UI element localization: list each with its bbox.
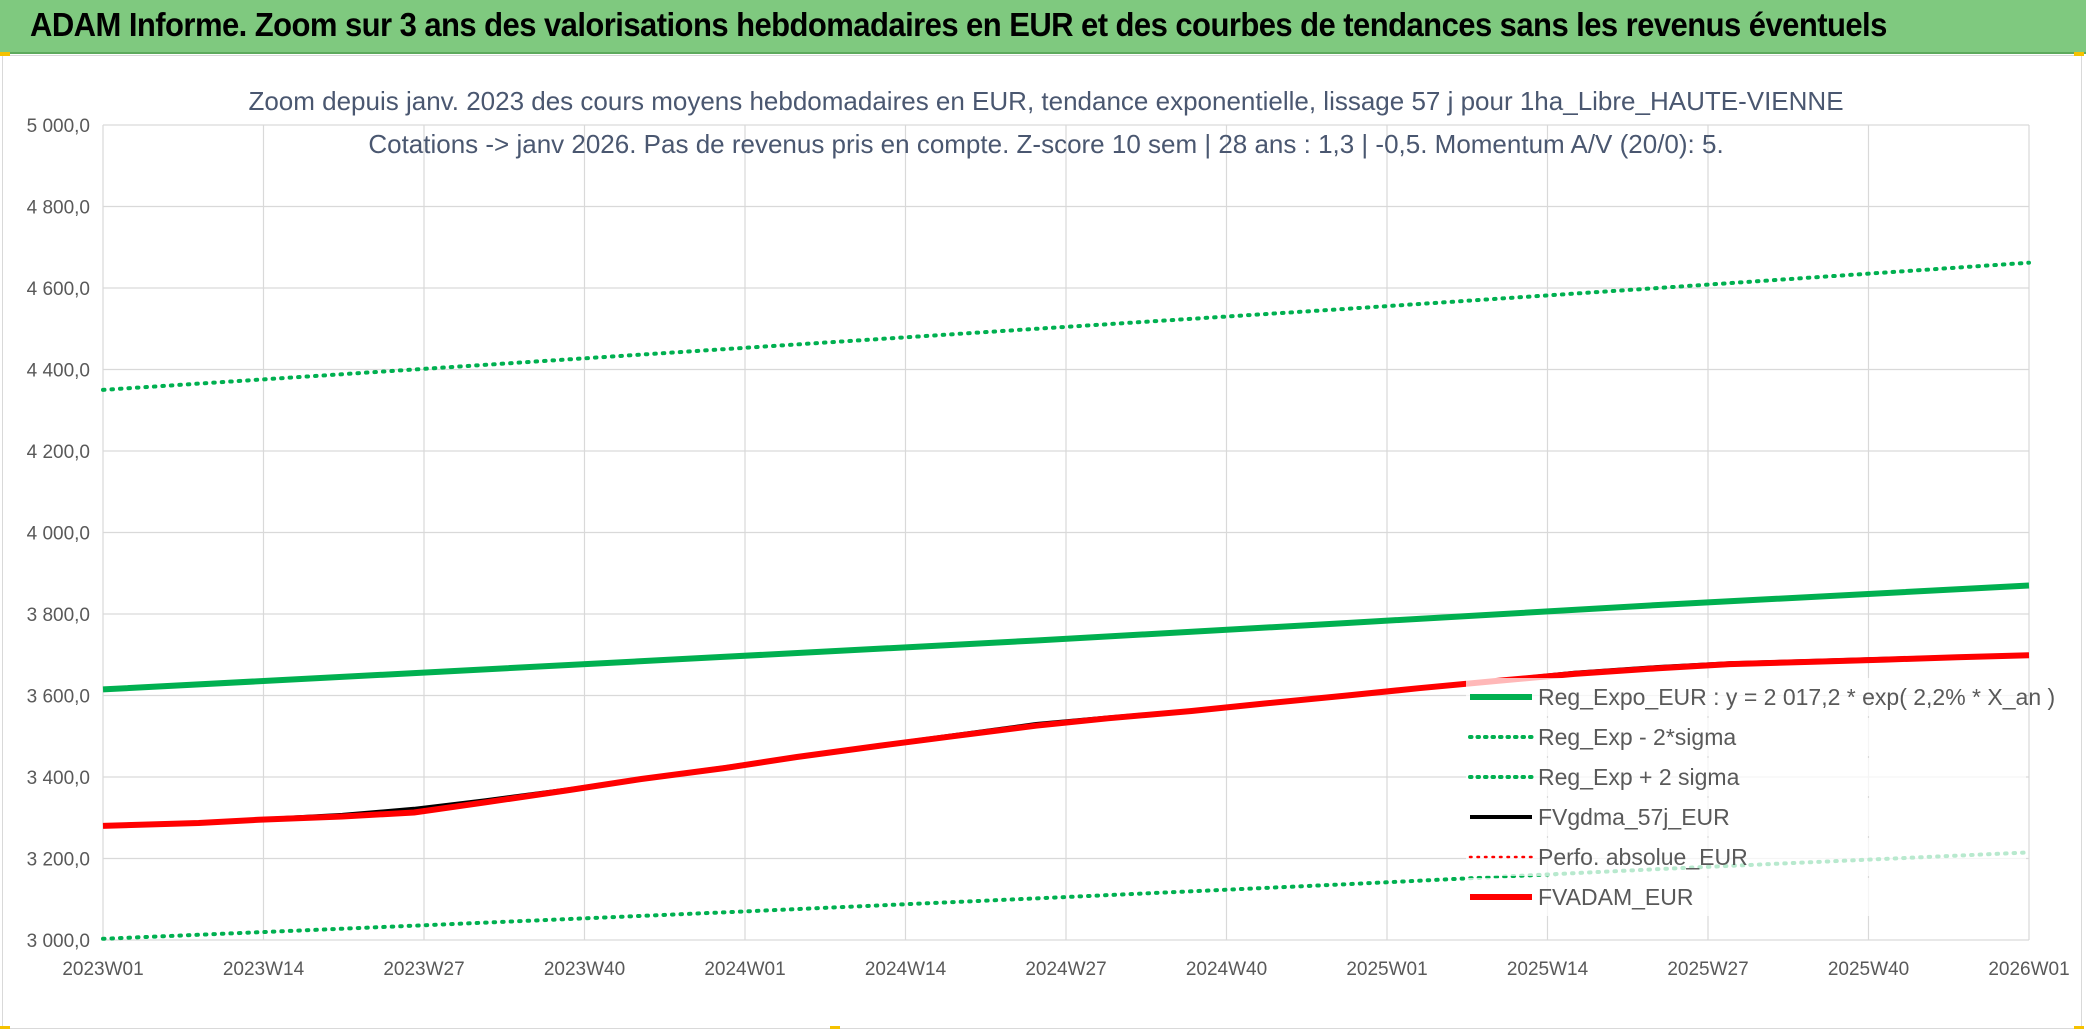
x-tick-label: 2025W27 bbox=[1667, 959, 1748, 980]
y-tick-label: 3 800,0 bbox=[27, 605, 90, 626]
x-tick-label: 2023W27 bbox=[383, 959, 464, 980]
y-tick-label: 3 200,0 bbox=[27, 850, 90, 871]
frame-corner-marker bbox=[830, 1026, 840, 1029]
legend-backdrop bbox=[1466, 798, 2026, 836]
frame-corner-marker bbox=[0, 1026, 10, 1029]
x-tick-label: 2025W01 bbox=[1346, 959, 1427, 980]
x-tick-label: 2024W14 bbox=[865, 959, 947, 980]
chart-subtitle: Cotations -> janv 2026. Pas de revenus p… bbox=[368, 129, 1723, 159]
y-tick-label: 5 000,0 bbox=[27, 116, 90, 137]
y-axis: 3 000,0 3 200,0 3 400,0 3 600,0 3 800,0 4 000… bbox=[27, 116, 90, 952]
legend-label: Reg_Expo_EUR : y = 2 017,2 * exp( 2,2% *… bbox=[1538, 684, 2055, 710]
chart-title: Zoom depuis janv. 2023 des cours moyens … bbox=[248, 86, 1843, 116]
series-line bbox=[101, 260, 2031, 392]
x-tick-label: 2023W40 bbox=[544, 959, 625, 980]
chart-frame bbox=[2, 55, 2082, 1029]
series-line bbox=[102, 582, 2030, 693]
frame-corner-marker bbox=[2074, 52, 2084, 56]
frame-corner-marker bbox=[0, 52, 10, 56]
report-banner: ADAM Informe. Zoom sur 3 ans des valoris… bbox=[0, 0, 2086, 54]
x-tick-label: 2023W14 bbox=[223, 959, 305, 980]
y-tick-label: 3 600,0 bbox=[27, 687, 90, 708]
legend-backdrop bbox=[1466, 718, 2026, 756]
legend-label: FVgdma_57j_EUR bbox=[1538, 804, 1730, 830]
x-tick-label: 2025W40 bbox=[1828, 959, 1909, 980]
y-tick-label: 3 400,0 bbox=[27, 768, 90, 789]
legend-label: FVADAM_EUR bbox=[1538, 884, 1694, 910]
x-tick-label: 2026W01 bbox=[1988, 959, 2069, 980]
x-tick-label: 2024W27 bbox=[1025, 959, 1106, 980]
legend-label: Reg_Exp + 2 sigma bbox=[1538, 764, 1740, 790]
legend-backdrop bbox=[1466, 878, 2026, 916]
x-tick-label: 2023W01 bbox=[62, 959, 143, 980]
y-tick-label: 4 200,0 bbox=[27, 442, 90, 463]
x-axis: 2023W01 2023W14 2023W27 2023W40 2024W01 2024W… bbox=[62, 959, 2069, 980]
y-tick-label: 4 000,0 bbox=[27, 524, 90, 545]
x-tick-label: 2024W40 bbox=[1186, 959, 1267, 980]
legend-label: Reg_Exp - 2*sigma bbox=[1538, 724, 1736, 750]
legend-label: Perfo. absolue_EUR bbox=[1538, 844, 1748, 870]
legend-backdrop bbox=[1466, 758, 2026, 796]
y-tick-label: 4 600,0 bbox=[27, 279, 90, 300]
legend: Reg_Expo_EUR : y = 2 017,2 * exp( 2,2% *… bbox=[1466, 678, 2055, 916]
y-tick-label: 4 800,0 bbox=[27, 198, 90, 219]
legend-backdrop bbox=[1466, 678, 2026, 716]
y-tick-label: 3 000,0 bbox=[27, 931, 90, 952]
x-tick-label: 2024W01 bbox=[704, 959, 785, 980]
report-title: ADAM Informe. Zoom sur 3 ans des valoris… bbox=[30, 6, 1887, 43]
x-tick-label: 2025W14 bbox=[1507, 959, 1589, 980]
y-tick-label: 4 400,0 bbox=[27, 361, 90, 382]
series-line bbox=[102, 652, 2030, 829]
legend-backdrop bbox=[1466, 838, 2026, 876]
frame-corner-marker bbox=[2074, 1026, 2084, 1029]
